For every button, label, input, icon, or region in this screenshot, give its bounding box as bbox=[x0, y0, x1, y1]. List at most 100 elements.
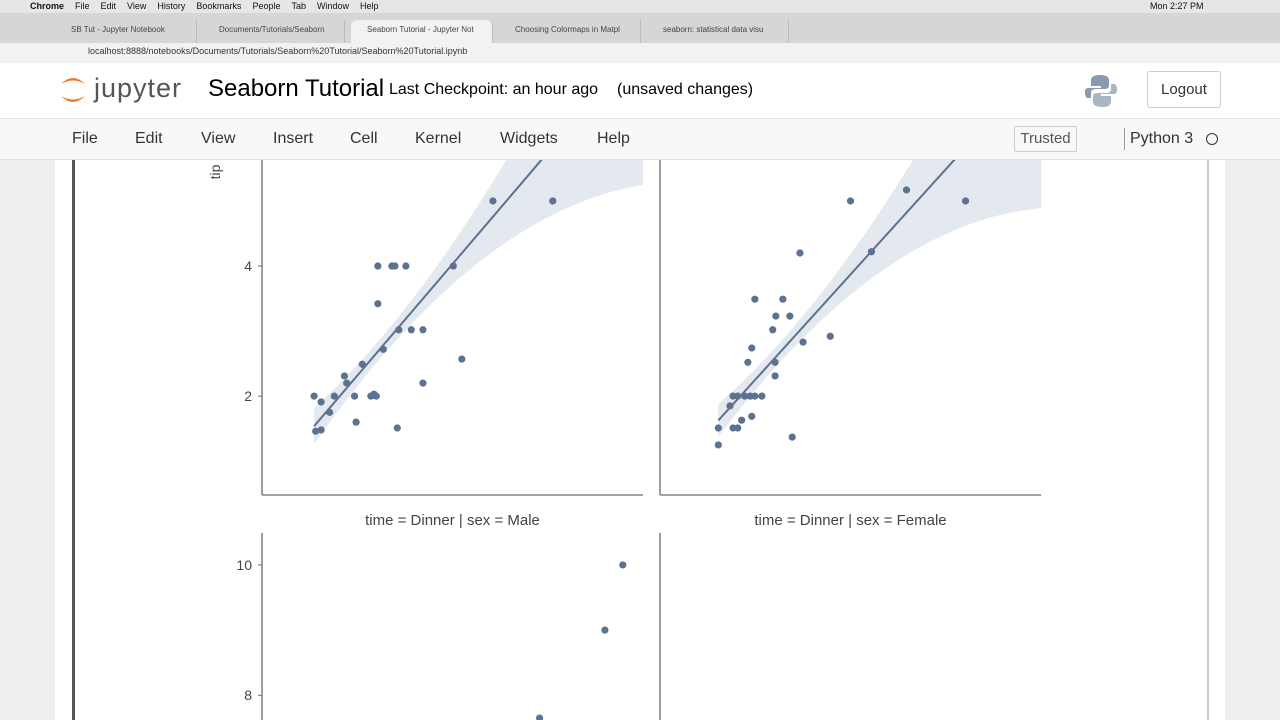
clock: Mon 2:27 PM bbox=[1150, 1, 1204, 11]
url[interactable]: localhost:8888/notebooks/Documents/Tutor… bbox=[88, 46, 468, 56]
data-point bbox=[771, 358, 779, 366]
cell-area bbox=[55, 160, 1225, 720]
checkpoint: Last Checkpoint: an hour ago bbox=[389, 81, 599, 98]
data-point bbox=[714, 424, 722, 432]
data-point bbox=[748, 344, 756, 352]
data-point bbox=[374, 300, 382, 308]
os-menubar: Chrome File Edit View History Bookmarks People… bbox=[0, 0, 1280, 13]
panel-title: time = Dinner | sex = Female bbox=[754, 512, 946, 529]
panel-title: time = Dinner | sex = Male bbox=[365, 512, 540, 529]
os-menu-item[interactable]: People bbox=[252, 1, 281, 11]
trusted-badge[interactable]: Trusted bbox=[1014, 126, 1077, 152]
data-point bbox=[317, 426, 325, 434]
menu-item[interactable]: Widgets bbox=[500, 130, 558, 147]
browser-tab[interactable]: seaborn: statistical data visu bbox=[647, 20, 789, 43]
data-point bbox=[726, 402, 734, 410]
data-point bbox=[779, 295, 787, 303]
data-point bbox=[751, 295, 759, 303]
y-tick-label: 10 bbox=[236, 557, 252, 573]
data-point bbox=[846, 197, 855, 205]
logout-button[interactable]: Logout bbox=[1147, 71, 1221, 108]
browser-tab[interactable]: Documents/Tutorials/Seaborn bbox=[203, 20, 345, 43]
os-menu-item[interactable]: Window bbox=[316, 1, 349, 11]
data-point bbox=[826, 332, 834, 340]
data-point bbox=[751, 392, 759, 400]
data-point bbox=[312, 427, 320, 435]
os-menu-item[interactable]: History bbox=[157, 1, 186, 11]
data-point bbox=[734, 392, 742, 400]
data-point bbox=[796, 249, 804, 257]
y-tick-label: 2 bbox=[244, 388, 252, 404]
data-point bbox=[326, 408, 334, 416]
data-point bbox=[535, 714, 544, 720]
data-point bbox=[489, 197, 497, 205]
data-point bbox=[619, 561, 627, 569]
data-point bbox=[372, 392, 380, 400]
python-logo bbox=[1084, 75, 1118, 107]
data-point bbox=[310, 392, 318, 400]
data-point bbox=[769, 326, 777, 334]
menu-item[interactable]: File bbox=[72, 130, 98, 147]
os-menu-item[interactable]: Tab bbox=[291, 1, 306, 11]
data-point bbox=[458, 355, 466, 363]
data-point bbox=[358, 360, 366, 368]
data-point bbox=[343, 379, 351, 387]
data-point bbox=[961, 197, 970, 205]
menu-item[interactable]: Insert bbox=[273, 130, 314, 147]
jupyter-logo[interactable]: jupyter bbox=[94, 73, 183, 103]
data-point bbox=[317, 398, 325, 406]
data-point bbox=[772, 312, 780, 320]
os-menu-item[interactable]: Bookmarks bbox=[196, 1, 242, 11]
data-point bbox=[799, 338, 807, 346]
browser-tab[interactable]: Seaborn Tutorial - Jupyter Not bbox=[351, 20, 493, 43]
data-point bbox=[340, 372, 349, 380]
separator bbox=[1124, 128, 1125, 150]
data-point bbox=[407, 326, 415, 334]
data-point bbox=[786, 312, 794, 320]
data-point bbox=[393, 424, 401, 432]
menu-item[interactable]: Cell bbox=[350, 130, 378, 147]
browser-tab[interactable]: SB Tut - Jupyter Notebook bbox=[55, 20, 197, 43]
data-point bbox=[748, 412, 756, 420]
data-point bbox=[601, 626, 609, 634]
browser-tab[interactable]: Choosing Colormaps in Matpl bbox=[499, 20, 641, 43]
data-point bbox=[714, 441, 722, 449]
data-point bbox=[391, 262, 399, 270]
data-point bbox=[758, 392, 766, 400]
data-point bbox=[741, 392, 749, 400]
data-point bbox=[402, 262, 410, 270]
data-point bbox=[419, 379, 427, 387]
notebook-menubar: File Edit View Insert Cell Kernel Widget… bbox=[0, 118, 1280, 160]
menu-item[interactable]: Help bbox=[597, 130, 630, 147]
y-tick-label: 8 bbox=[244, 687, 252, 703]
data-point bbox=[902, 186, 911, 194]
os-menu-item[interactable]: Chrome bbox=[30, 1, 65, 11]
data-point bbox=[867, 248, 876, 256]
os-menu-item[interactable]: View bbox=[127, 1, 147, 11]
os-menu-item[interactable]: Edit bbox=[100, 1, 117, 11]
menu-item[interactable]: Kernel bbox=[415, 130, 462, 147]
data-point bbox=[549, 197, 557, 205]
data-point bbox=[449, 262, 457, 270]
cell-indicator bbox=[72, 160, 75, 720]
data-point bbox=[788, 433, 796, 441]
save-status: (unsaved changes) bbox=[617, 81, 754, 98]
data-point bbox=[379, 345, 387, 353]
y-axis-label: tip bbox=[207, 164, 223, 179]
menu-item[interactable]: View bbox=[201, 130, 236, 147]
kernel-status bbox=[1206, 133, 1218, 145]
data-point bbox=[374, 262, 382, 270]
data-point bbox=[395, 326, 403, 334]
data-point bbox=[744, 358, 752, 366]
os-menu-item[interactable]: File bbox=[75, 1, 90, 11]
data-point bbox=[419, 326, 427, 334]
kernel-name[interactable]: Python 3 bbox=[1130, 130, 1194, 147]
notebook-title[interactable]: Seaborn Tutorial bbox=[208, 75, 385, 102]
menu-item[interactable]: Edit bbox=[135, 130, 163, 147]
os-menu-item[interactable]: Help bbox=[360, 1, 379, 11]
tab-bar: SB Tut - Jupyter Notebook Documents/Tuto… bbox=[0, 13, 1280, 43]
data-point bbox=[738, 416, 746, 424]
